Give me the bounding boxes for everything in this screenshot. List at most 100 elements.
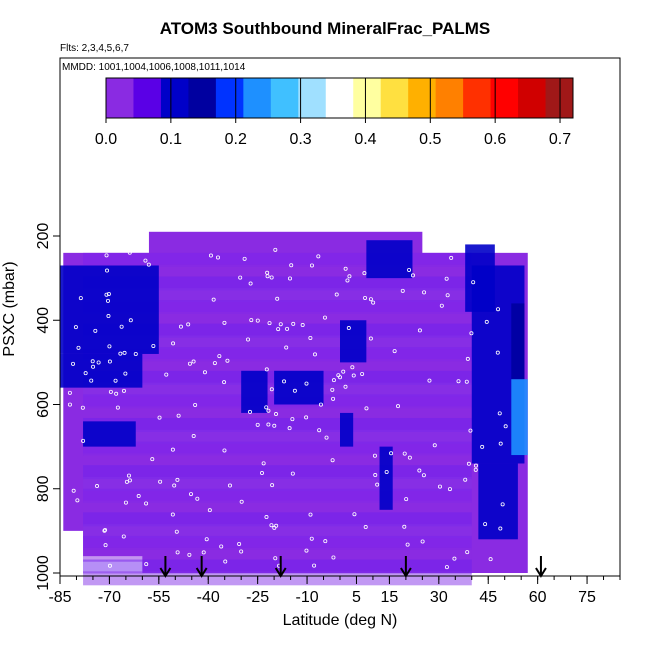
measurement-dot [404,497,409,502]
measurement-dot [151,343,156,348]
x-tick-label: -40 [197,589,220,606]
measurement-dot [468,428,473,433]
measurement-dot [465,356,470,361]
measurement-dot [420,539,425,544]
measurement-dot [71,361,76,366]
measurement-dot [497,411,502,416]
measurement-dot [174,529,179,534]
measurement-dot [246,337,251,342]
measurement-dot [331,378,336,383]
measurement-dot [498,526,503,531]
measurement-dot [410,273,415,278]
colorbar-segment [380,78,409,118]
measurement-dot [222,380,227,385]
measurement-dot [143,258,148,263]
measurement-dot [107,563,112,568]
heatmap-region [83,421,136,447]
measurement-dot [171,341,176,346]
measurement-dot [341,369,346,374]
heatmap-band [83,311,472,326]
colorbar-segment [188,78,217,118]
measurement-dot [427,378,432,383]
measurement-dot [309,263,314,268]
heatmap-band [83,571,472,586]
axes: -85 -70 -55 -40 -25 -10 5 15 30 45 60 75 200 400 600 80… [35,57,621,606]
measurement-dot [83,371,88,376]
measurement-dot [495,350,500,355]
heatmap-band [83,524,472,539]
measurement-dot [238,275,243,280]
measurement-dot [371,300,376,305]
heatmap-band [83,276,472,291]
x-tick-label: -10 [295,589,318,606]
measurement-dot [267,321,272,326]
measurement-dot [274,523,279,528]
measurement-dot [178,324,183,329]
measurement-dot [75,498,80,503]
y-tick-label: 800 [35,475,52,502]
measurement-dot [330,387,335,392]
measurement-dot [119,324,124,329]
measurement-dot [247,409,252,414]
measurement-dot [343,266,348,271]
measurement-dot [407,455,412,460]
measurement-dot [331,396,336,401]
measurement-dot [375,482,380,487]
measurement-dot [396,404,401,409]
measurement-dot [266,422,271,427]
measurement-dot [465,550,470,555]
measurement-dot [223,559,228,564]
measurement-dot [480,444,485,449]
measurement-dot [304,548,309,553]
measurement-dot [187,552,192,557]
measurement-dot [483,522,488,527]
heatmap-region [60,265,159,354]
measurement-dot [204,537,209,542]
measurement-dot [217,354,222,359]
heatmap-band [83,417,472,432]
measurement-dot [308,335,313,340]
measurement-dot [488,557,493,562]
measurement-dot [126,473,131,478]
measurement-dot [255,318,260,323]
heatmap-region [60,353,143,388]
measurement-dot [106,291,111,296]
measurement-dot [422,290,427,295]
heatmap-band [83,512,472,527]
measurement-dot [471,280,476,285]
measurement-dot [128,318,133,323]
measurement-dot [503,424,508,429]
colorbar-segment [215,78,244,118]
measurement-dot [95,484,100,489]
measurement-dot [347,274,352,279]
heatmap-region [511,303,525,380]
measurement-dot [227,483,232,488]
measurement-dot [287,426,292,431]
measurement-dot [322,315,327,320]
colorbar-segment [106,78,134,118]
measurement-dot [104,253,109,258]
measurement-dot [336,373,341,378]
measurement-dot [421,473,426,478]
colorbar-segment [325,78,354,118]
colorbar-tick-label: 0.7 [549,131,571,148]
measurement-dot [352,512,357,517]
measurement-dot [239,499,244,504]
measurement-dot [463,477,468,482]
measurement-dot [107,344,112,349]
measurement-dot [264,367,269,372]
x-tick-label: -85 [48,589,71,606]
colorbar-segment [408,78,437,118]
measurement-dot [290,471,295,476]
x-tick-label: -70 [98,589,121,606]
measurement-dot [212,361,217,366]
measurement-dot [274,412,279,417]
measurement-dot [345,278,350,283]
measurement-dot [102,528,107,533]
heatmap-band [83,359,472,374]
heatmap-layer [60,231,528,586]
x-tick-label: 5 [352,589,361,606]
measurement-dot [312,563,317,568]
measurement-dot [215,255,220,260]
